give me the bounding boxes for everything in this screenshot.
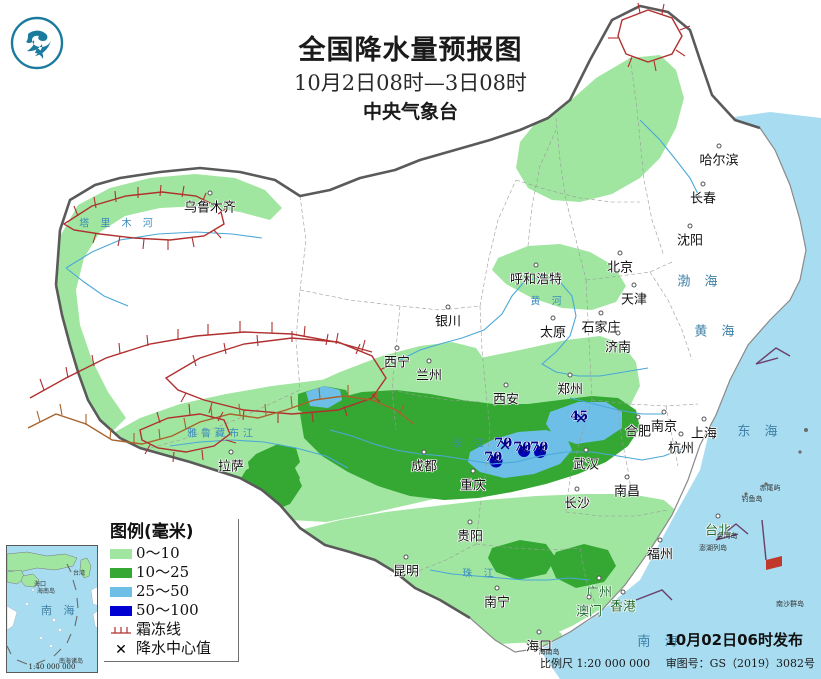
south-china-sea-inset: 台湾海口 海南岛南海诸岛 南 海 1:40 000 000 bbox=[6, 545, 98, 673]
city-dot-23 bbox=[624, 474, 630, 480]
map-scale: 比例尺 1:20 000 000 bbox=[540, 657, 651, 670]
city-dot-10 bbox=[615, 330, 621, 336]
city-dot-9 bbox=[598, 310, 604, 316]
legend-label-2: 25～50 bbox=[136, 582, 190, 600]
legend-label-5: 降水中心值 bbox=[136, 639, 212, 657]
city-dot-16 bbox=[421, 449, 427, 455]
legend-swatch-1 bbox=[110, 567, 132, 578]
island-dots bbox=[744, 428, 808, 496]
inset-label-0: 台湾 bbox=[73, 570, 86, 577]
legend-swatch-2 bbox=[110, 586, 132, 597]
legend: 图例(毫米) 0～10 10～25 25～50 50～100 霜冻线 ✕ 降水中心值 bbox=[104, 519, 239, 662]
city-dot-1 bbox=[716, 143, 722, 149]
city-dot-30 bbox=[596, 575, 602, 581]
approval-number: 审图号：GS（2019）3082号 bbox=[665, 657, 815, 670]
city-dot-14 bbox=[503, 382, 509, 388]
city-dot-33 bbox=[536, 629, 542, 635]
city-dot-7 bbox=[445, 304, 451, 310]
city-dot-21 bbox=[701, 416, 707, 422]
city-dot-5 bbox=[617, 250, 623, 256]
legend-item-5: ✕ 降水中心值 bbox=[110, 639, 234, 658]
legend-item-3: 50～100 bbox=[110, 601, 234, 620]
city-dot-8 bbox=[550, 315, 556, 321]
legend-swatch-3 bbox=[110, 605, 132, 616]
inset-label-1: 海口 bbox=[34, 581, 47, 588]
frost-line-group bbox=[27, 2, 691, 463]
city-dot-26 bbox=[403, 554, 409, 560]
city-dot-18 bbox=[583, 447, 589, 453]
city-dot-13 bbox=[567, 372, 573, 378]
city-dot-29 bbox=[494, 585, 500, 591]
coastline bbox=[469, 127, 807, 653]
city-dot-20 bbox=[661, 409, 667, 415]
city-dot-28 bbox=[715, 513, 721, 519]
city-dot-19 bbox=[635, 414, 641, 420]
city-dot-3 bbox=[687, 223, 693, 229]
city-dot-17 bbox=[470, 468, 476, 474]
city-dot-32 bbox=[586, 594, 592, 600]
island-marks bbox=[635, 347, 791, 601]
inset-label-2: 海南岛 bbox=[37, 588, 56, 595]
legend-item-4: 霜冻线 bbox=[110, 620, 234, 639]
city-dot-2 bbox=[700, 181, 706, 187]
legend-label-1: 10～25 bbox=[136, 563, 190, 581]
legend-rows: 0～10 10～25 25～50 50～100 霜冻线 ✕ 降水中心值 bbox=[110, 544, 234, 658]
city-dot-4 bbox=[533, 262, 539, 268]
inset-sea-label: 南 海 bbox=[41, 604, 79, 617]
inset-scale: 1:40 000 000 bbox=[28, 663, 76, 671]
city-dot-31 bbox=[620, 589, 626, 595]
footer-line: 比例尺 1:20 000 000 审图号：GS（2019）3082号 bbox=[540, 655, 815, 671]
legend-swatch-0 bbox=[110, 548, 132, 559]
precip-center-icon: ✕ bbox=[115, 640, 127, 657]
inset-label-3: 南海诸岛 bbox=[59, 658, 84, 665]
city-dot-27 bbox=[657, 537, 663, 543]
city-dot-6 bbox=[631, 282, 637, 288]
legend-title: 图例(毫米) bbox=[110, 522, 194, 542]
province-borders bbox=[149, 57, 699, 607]
legend-label-4: 霜冻线 bbox=[136, 620, 182, 638]
city-dot-15 bbox=[228, 449, 234, 455]
city-dot-24 bbox=[574, 486, 580, 492]
city-dot-0 bbox=[207, 190, 213, 196]
frost-line-icon bbox=[110, 624, 132, 636]
national-border bbox=[54, 4, 761, 620]
city-dot-25 bbox=[467, 519, 473, 525]
legend-item-0: 0～10 bbox=[110, 544, 234, 563]
issue-time: 10月02日06时发布 bbox=[665, 631, 803, 649]
legend-item-1: 10～25 bbox=[110, 563, 234, 582]
city-dot-11 bbox=[394, 345, 400, 351]
legend-label-3: 50～100 bbox=[136, 601, 199, 619]
city-dot-22 bbox=[678, 431, 684, 437]
cma-dragon-logo bbox=[8, 14, 66, 72]
legend-item-2: 25～50 bbox=[110, 582, 234, 601]
legend-label-0: 0～10 bbox=[136, 544, 180, 562]
city-dot-12 bbox=[426, 358, 432, 364]
